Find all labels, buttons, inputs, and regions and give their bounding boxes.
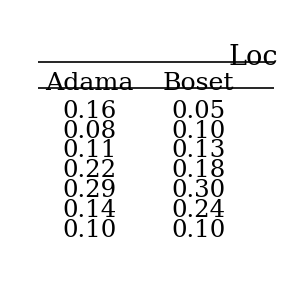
Text: 0.22: 0.22	[63, 159, 117, 182]
Text: Adama: Adama	[46, 72, 134, 95]
Text: 0.14: 0.14	[63, 199, 117, 222]
Text: 0.30: 0.30	[171, 179, 225, 202]
Text: 0.29: 0.29	[63, 179, 117, 202]
Text: Boset: Boset	[162, 72, 234, 95]
Text: 0.05: 0.05	[171, 100, 225, 123]
Text: 0.08: 0.08	[63, 119, 117, 143]
Text: 0.10: 0.10	[171, 219, 225, 242]
Text: 0.10: 0.10	[171, 119, 225, 143]
Text: Loc: Loc	[229, 43, 278, 71]
Text: 0.10: 0.10	[63, 219, 117, 242]
Text: 0.24: 0.24	[171, 199, 225, 222]
Text: 0.18: 0.18	[171, 159, 225, 182]
Text: 0.13: 0.13	[171, 140, 225, 162]
Text: 0.16: 0.16	[63, 100, 117, 123]
Text: 0.11: 0.11	[63, 140, 117, 162]
